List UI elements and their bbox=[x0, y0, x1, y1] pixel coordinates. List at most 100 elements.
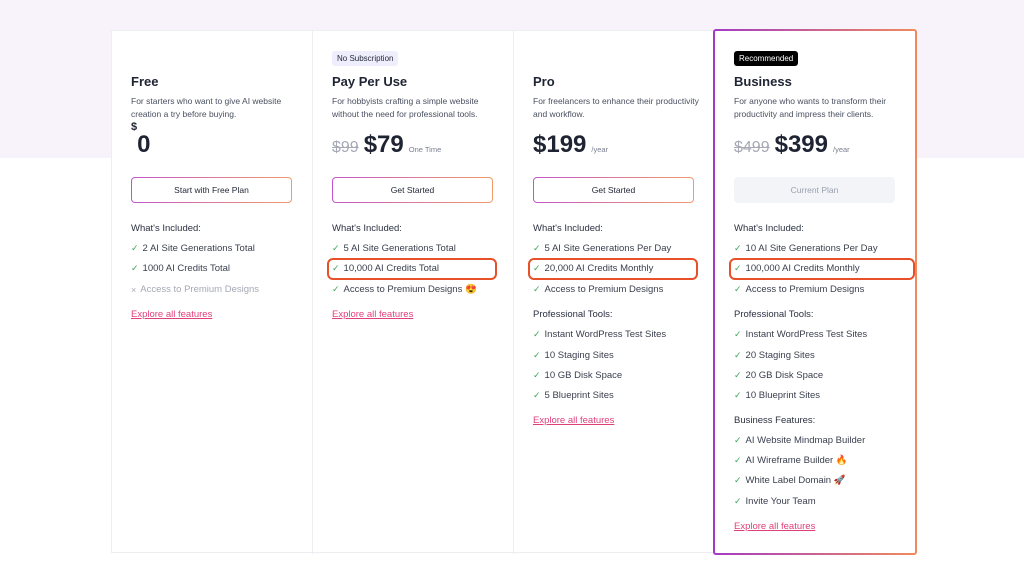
plan-title: Business bbox=[734, 74, 792, 89]
feature-text: 10 Staging Sites bbox=[544, 350, 614, 361]
get-started-button[interactable]: Get Started bbox=[533, 177, 694, 203]
check-icon: ✓ bbox=[734, 496, 742, 506]
check-icon: ✓ bbox=[734, 475, 742, 485]
check-icon: ✓ bbox=[131, 243, 139, 253]
price-period: /year bbox=[591, 145, 609, 154]
check-icon: ✓ bbox=[533, 370, 541, 380]
feature-text: 10 Blueprint Sites bbox=[745, 390, 821, 401]
plan-card-free: Free For starters who want to give AI we… bbox=[112, 31, 313, 554]
included-heading: What's Included: bbox=[734, 223, 804, 234]
feature-text: 1000 AI Credits Total bbox=[142, 263, 231, 274]
explore-features-link[interactable]: Explore all features bbox=[533, 415, 615, 426]
current-plan-button: Current Plan bbox=[734, 177, 895, 203]
currency-symbol: $ bbox=[131, 121, 138, 133]
explore-features-link[interactable]: Explore all features bbox=[734, 521, 816, 532]
feature-item: ✓ 2 AI Site Generations Total bbox=[131, 243, 255, 254]
plan-title: Pay Per Use bbox=[332, 74, 408, 89]
plan-card-pro: Pro For freelancers to enhance their pro… bbox=[514, 31, 714, 554]
feature-text: Access to Premium Designs bbox=[140, 284, 260, 295]
check-icon: ✓ bbox=[734, 435, 742, 445]
feature-item: ✓ Access to Premium Designs bbox=[533, 284, 663, 295]
feature-item: ✓ 10 AI Site Generations Per Day bbox=[734, 243, 878, 254]
check-icon: ✓ bbox=[734, 390, 742, 400]
feature-item: ✓ Instant WordPress Test Sites bbox=[533, 329, 666, 340]
feature-item: ✓ 10 GB Disk Space bbox=[533, 370, 622, 381]
x-icon: × bbox=[131, 284, 137, 295]
professional-tools-heading: Professional Tools: bbox=[533, 309, 613, 320]
feature-item: ✓ White Label Domain 🚀 bbox=[734, 475, 846, 486]
highlight-box bbox=[528, 258, 698, 280]
feature-text: 5 Blueprint Sites bbox=[544, 390, 614, 401]
plan-title: Free bbox=[131, 74, 159, 89]
check-icon: ✓ bbox=[332, 284, 340, 294]
feature-item: ✓ 5 Blueprint Sites bbox=[533, 390, 614, 401]
check-icon: ✓ bbox=[734, 284, 742, 294]
feature-text: White Label Domain 🚀 bbox=[745, 475, 846, 486]
old-price: $499 bbox=[734, 139, 770, 156]
feature-text: Instant WordPress Test Sites bbox=[745, 329, 868, 340]
feature-text: 2 AI Site Generations Total bbox=[142, 243, 255, 254]
price-period: One Time bbox=[408, 145, 442, 154]
feature-item: ✓ Invite Your Team bbox=[734, 496, 816, 507]
check-icon: ✓ bbox=[533, 350, 541, 360]
feature-text: 10 GB Disk Space bbox=[544, 370, 623, 381]
included-heading: What's Included: bbox=[131, 223, 201, 234]
check-icon: ✓ bbox=[533, 263, 541, 273]
feature-text: Access to Premium Designs bbox=[745, 284, 865, 295]
check-icon: ✓ bbox=[734, 263, 742, 273]
plan-card-business: Recommended Business For anyone who want… bbox=[713, 29, 917, 555]
feature-text: Instant WordPress Test Sites bbox=[544, 329, 667, 340]
price-amount: $399 bbox=[774, 131, 828, 158]
plan-description: For freelancers to enhance their product… bbox=[533, 96, 699, 119]
feature-item: ✓ Access to Premium Designs bbox=[734, 284, 864, 295]
plan-price: $499 $399/year bbox=[734, 131, 850, 159]
explore-features-link[interactable]: Explore all features bbox=[332, 309, 414, 320]
recommended-badge: Recommended bbox=[734, 51, 799, 66]
feature-text: 5 AI Site Generations Per Day bbox=[544, 243, 672, 254]
plan-description: For hobbyists crafting a simple website … bbox=[332, 96, 479, 119]
feature-text: 10 AI Site Generations Per Day bbox=[745, 243, 878, 254]
get-started-button[interactable]: Get Started bbox=[332, 177, 493, 203]
feature-item: ✓ 20 Staging Sites bbox=[734, 350, 815, 361]
price-amount: $79 bbox=[363, 131, 404, 158]
feature-item: ✓ 10,000 AI Credits Total bbox=[332, 263, 439, 274]
plan-price: $99 $79 One Time bbox=[332, 131, 441, 159]
check-icon: ✓ bbox=[734, 243, 742, 253]
check-icon: ✓ bbox=[734, 350, 742, 360]
highlight-box bbox=[327, 258, 497, 280]
price-period: /year bbox=[832, 145, 850, 154]
check-icon: ✓ bbox=[332, 243, 340, 253]
explore-features-link[interactable]: Explore all features bbox=[131, 309, 213, 320]
check-icon: ✓ bbox=[131, 263, 139, 273]
check-icon: ✓ bbox=[533, 390, 541, 400]
check-icon: ✓ bbox=[533, 243, 541, 253]
feature-item: ✓ 20 GB Disk Space bbox=[734, 370, 823, 381]
check-icon: ✓ bbox=[734, 329, 742, 339]
feature-text: Access to Premium Designs bbox=[544, 284, 664, 295]
highlight-box bbox=[729, 258, 915, 280]
feature-item: ✓ 5 AI Site Generations Per Day bbox=[533, 243, 671, 254]
feature-text: 10,000 AI Credits Total bbox=[343, 263, 439, 274]
feature-item: ✓ Access to Premium Designs 😍 bbox=[332, 284, 477, 295]
plan-price: $0 bbox=[131, 121, 151, 159]
plan-price: $199/year bbox=[533, 131, 608, 159]
feature-item: ✓ 10 Staging Sites bbox=[533, 350, 614, 361]
included-heading: What's Included: bbox=[533, 223, 603, 234]
price-amount: $199 bbox=[533, 131, 587, 158]
feature-item: ✓ 100,000 AI Credits Monthly bbox=[734, 263, 860, 274]
plan-description: For starters who want to give AI website… bbox=[131, 96, 282, 119]
plan-title: Pro bbox=[533, 74, 555, 89]
check-icon: ✓ bbox=[734, 370, 742, 380]
feature-text: Access to Premium Designs 😍 bbox=[343, 284, 477, 295]
plan-card-pay-per-use: No Subscription Pay Per Use For hobbyist… bbox=[313, 31, 514, 554]
included-heading: What's Included: bbox=[332, 223, 402, 234]
feature-item: ✓ Instant WordPress Test Sites bbox=[734, 329, 867, 340]
feature-item-unavailable: × Access to Premium Designs bbox=[131, 284, 259, 295]
feature-item: ✓ AI Website Mindmap Builder bbox=[734, 435, 865, 446]
feature-text: 20 Staging Sites bbox=[745, 350, 815, 361]
feature-item: ✓ 10 Blueprint Sites bbox=[734, 390, 820, 401]
price-amount: 0 bbox=[137, 131, 151, 158]
professional-tools-heading: Professional Tools: bbox=[734, 309, 814, 320]
start-free-plan-button[interactable]: Start with Free Plan bbox=[131, 177, 292, 203]
feature-text: AI Website Mindmap Builder bbox=[745, 435, 866, 446]
